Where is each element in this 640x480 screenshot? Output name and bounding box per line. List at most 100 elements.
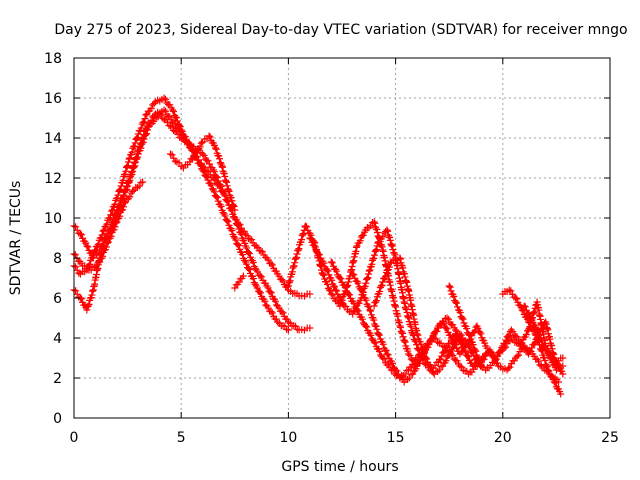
data-point <box>363 275 371 283</box>
data-point <box>541 357 549 365</box>
data-point <box>354 307 362 315</box>
data-point <box>122 186 130 194</box>
data-point <box>214 197 222 205</box>
data-point <box>206 133 214 141</box>
data-point <box>171 157 179 165</box>
data-point <box>547 355 555 363</box>
data-point <box>365 270 373 278</box>
data-point <box>213 180 221 188</box>
data-point <box>72 263 80 271</box>
data-point <box>113 218 121 226</box>
data-point <box>544 366 552 374</box>
data-point <box>373 225 381 233</box>
data-point <box>422 354 430 362</box>
data-point <box>173 117 181 125</box>
data-point <box>541 343 549 351</box>
data-point <box>399 329 407 337</box>
data-point <box>212 145 220 153</box>
data-point <box>100 226 108 234</box>
data-point <box>439 342 447 350</box>
data-point <box>457 331 465 339</box>
y-tick-label: 12 <box>44 171 62 187</box>
data-point <box>133 184 141 192</box>
data-point <box>108 207 116 215</box>
data-point <box>528 315 536 323</box>
data-point <box>306 290 314 298</box>
data-point <box>131 139 139 147</box>
data-point <box>209 166 217 174</box>
data-point <box>71 251 79 259</box>
data-point <box>405 374 413 382</box>
data-point <box>183 136 191 144</box>
data-point <box>257 247 265 255</box>
data-point <box>117 182 125 190</box>
data-points <box>70 94 567 398</box>
data-point <box>383 226 391 234</box>
data-point <box>559 362 567 370</box>
data-point <box>327 258 335 266</box>
data-point <box>215 181 223 189</box>
data-point <box>150 112 158 120</box>
data-point <box>515 351 523 359</box>
series-track-e <box>166 132 239 214</box>
data-point <box>386 236 394 244</box>
data-point <box>509 328 517 336</box>
data-point <box>474 324 482 332</box>
y-tick-label: 2 <box>53 371 62 387</box>
data-point <box>522 331 530 339</box>
data-point <box>424 343 432 351</box>
data-point <box>464 342 472 350</box>
data-point <box>133 134 141 142</box>
data-point <box>130 159 138 167</box>
data-point <box>385 263 393 271</box>
data-point <box>442 357 450 365</box>
data-point <box>130 142 138 150</box>
data-point <box>232 236 240 244</box>
data-point <box>553 360 561 368</box>
y-axis-label: SDTVAR / TECUs <box>8 181 24 296</box>
data-point <box>120 203 128 211</box>
data-point <box>310 241 318 249</box>
data-point <box>211 176 219 184</box>
data-point <box>83 306 91 314</box>
data-point <box>228 227 236 235</box>
data-point <box>440 343 448 351</box>
data-point <box>346 291 354 299</box>
y-tick-label: 18 <box>44 51 62 67</box>
data-point <box>293 250 301 258</box>
x-axis-label: GPS time / hours <box>281 459 398 475</box>
data-point <box>275 304 283 312</box>
data-point <box>332 286 340 294</box>
data-point <box>253 284 261 292</box>
data-point <box>364 274 372 282</box>
data-point <box>440 318 448 326</box>
data-point <box>465 331 473 339</box>
data-point <box>166 150 174 158</box>
data-point <box>372 298 380 306</box>
data-point <box>337 275 345 283</box>
data-point <box>126 154 134 162</box>
data-point <box>384 227 392 235</box>
data-point <box>121 170 129 178</box>
data-point <box>464 353 472 361</box>
data-point <box>487 362 495 370</box>
data-point <box>356 237 364 245</box>
data-point <box>139 118 147 126</box>
data-point <box>188 155 196 163</box>
data-point <box>264 284 272 292</box>
data-point <box>103 220 111 228</box>
data-point <box>456 330 464 338</box>
data-point <box>542 362 550 370</box>
data-point <box>386 259 394 267</box>
data-point <box>376 287 384 295</box>
data-point <box>90 251 98 259</box>
data-point <box>370 251 378 259</box>
data-point <box>311 243 319 251</box>
data-point <box>507 326 515 334</box>
data-point <box>134 147 142 155</box>
data-point <box>476 361 484 369</box>
y-tick-label: 10 <box>44 211 62 227</box>
data-point <box>498 344 506 352</box>
data-point <box>284 326 292 334</box>
data-point <box>197 139 205 147</box>
